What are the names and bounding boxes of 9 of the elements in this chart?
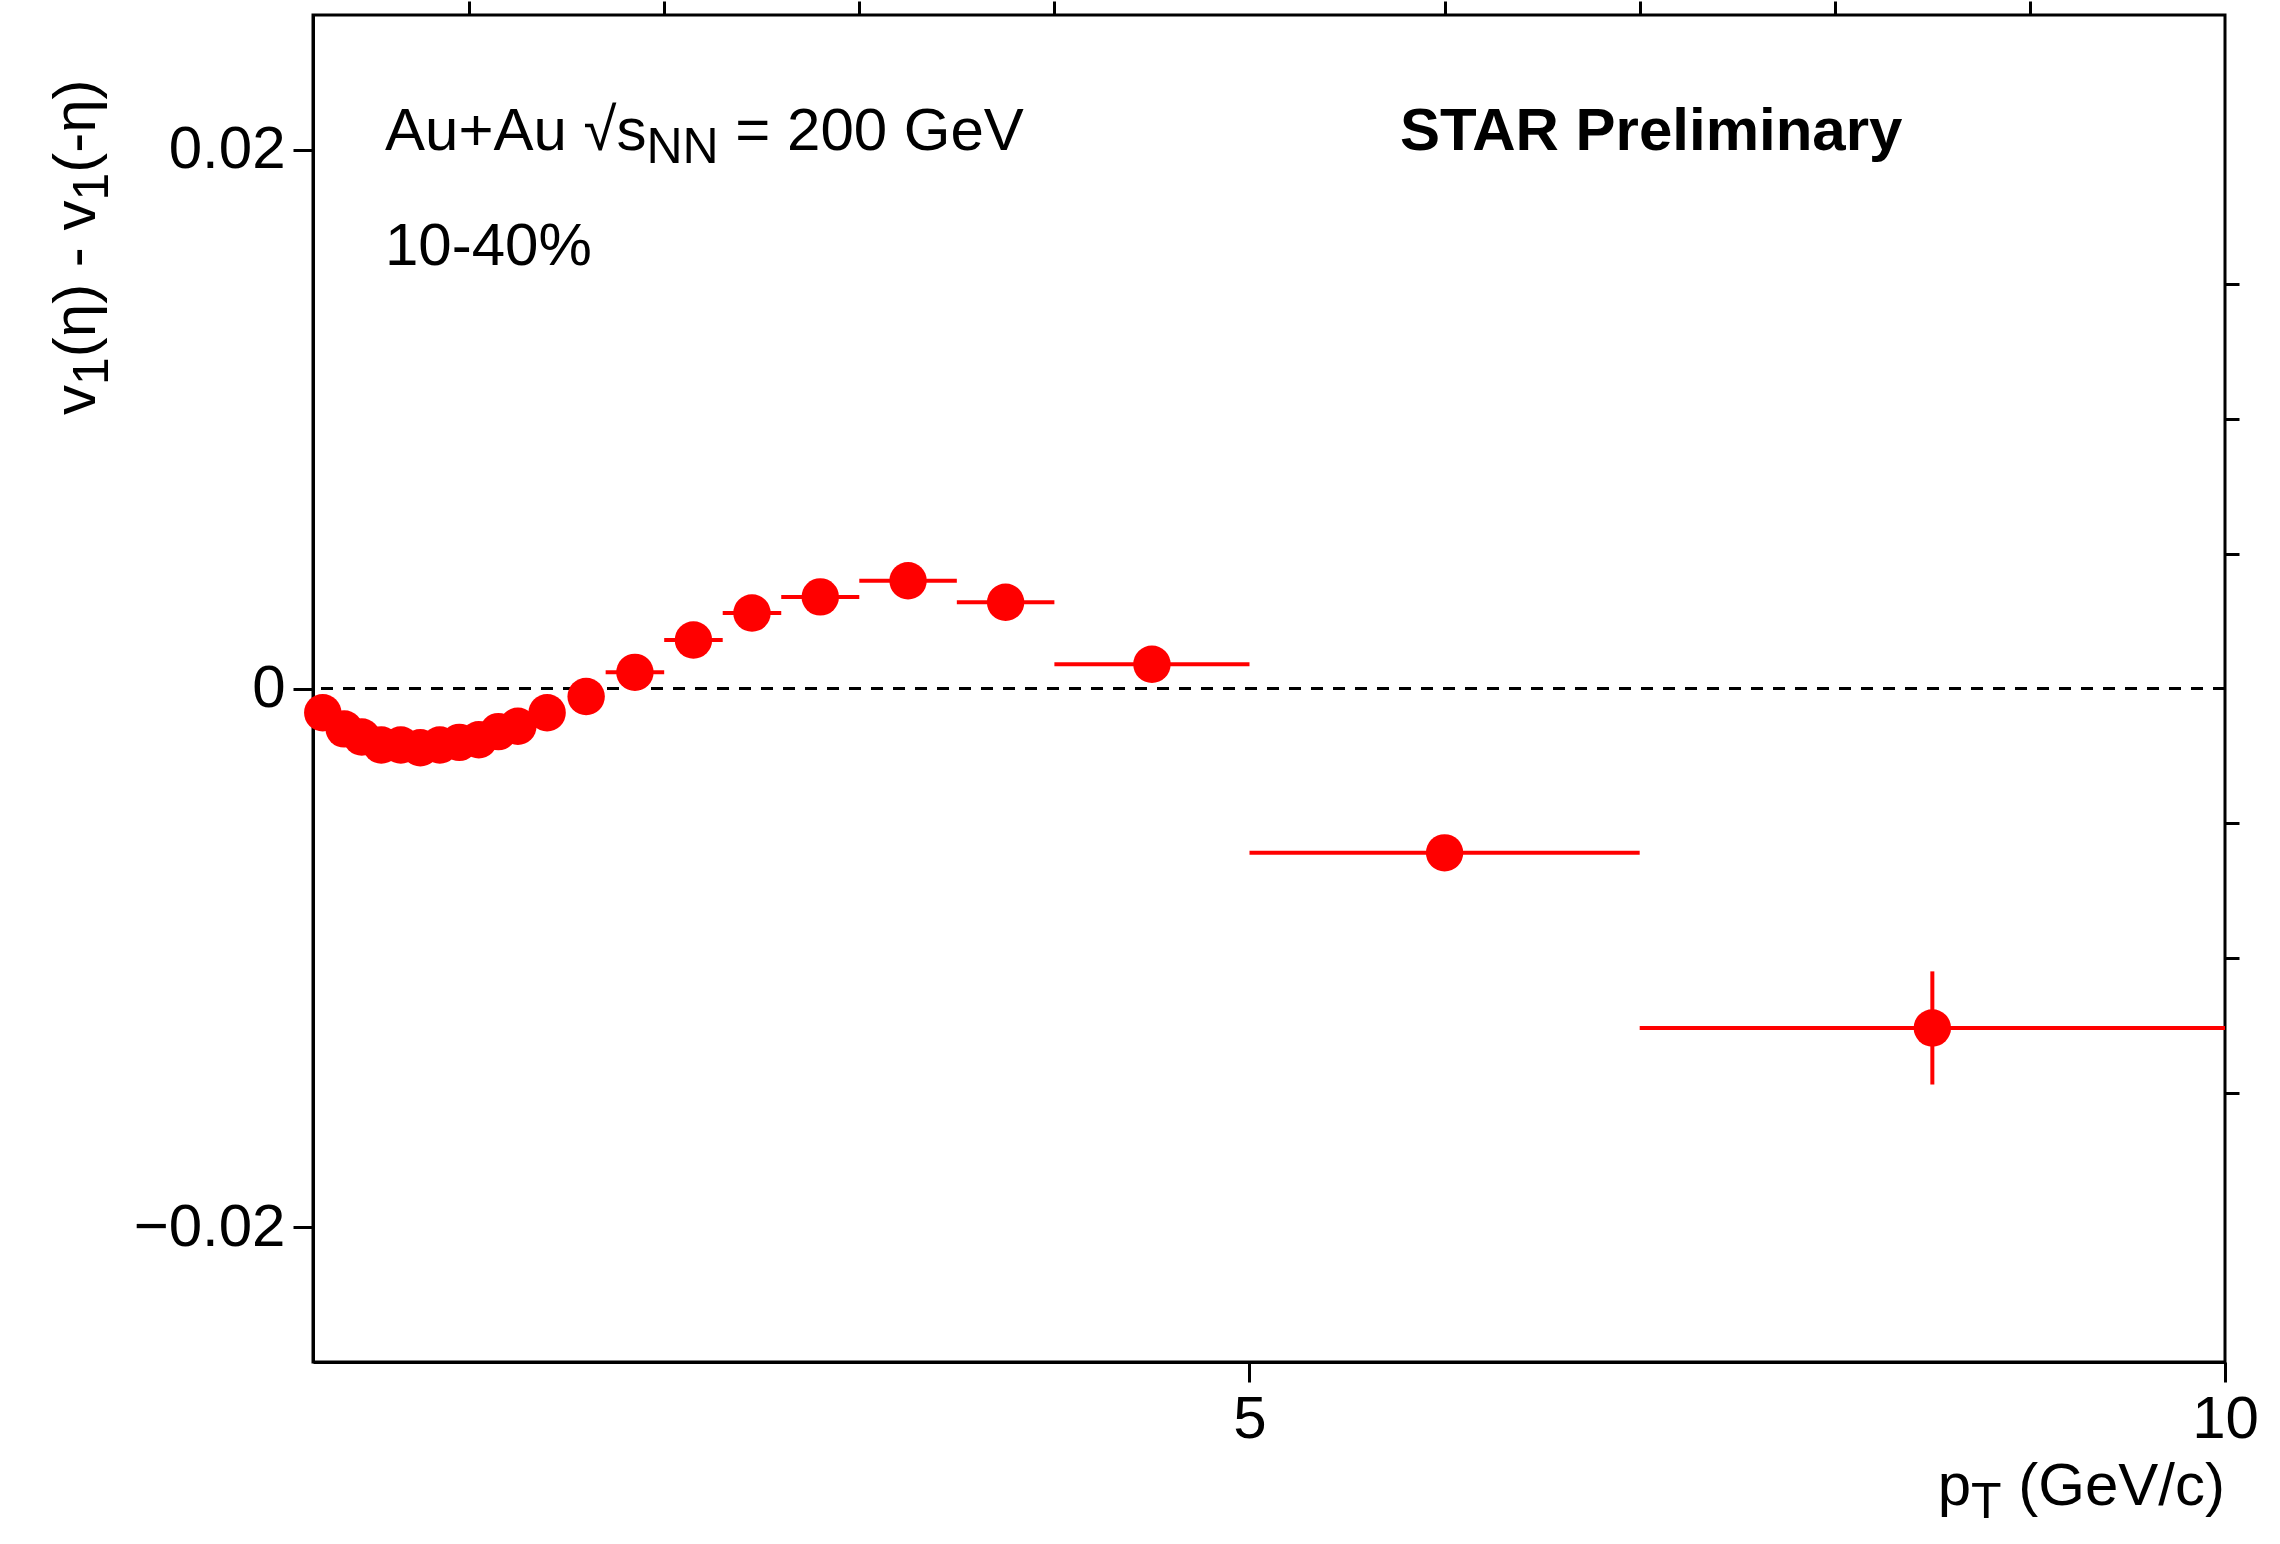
y-tick-label: −0.02 <box>133 1191 286 1259</box>
y-tick-label: 0 <box>252 653 286 720</box>
y-tick-label: 0.02 <box>168 114 286 182</box>
annotation: Au+Au √s$_{NN}$ = 200 GeV <box>385 95 1024 175</box>
x-axis-title: p$_{T}$ (GeV/c) <box>1937 1450 2225 1530</box>
x-tick-label: 10 <box>2192 1383 2259 1451</box>
annotation: 10-40% <box>385 210 592 279</box>
x-tick-label: 5 <box>1233 1383 1267 1451</box>
annotation: STAR Preliminary <box>1400 95 1903 164</box>
